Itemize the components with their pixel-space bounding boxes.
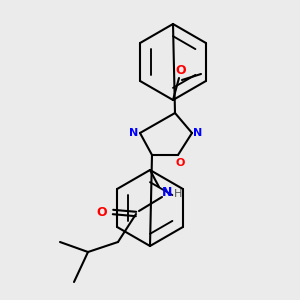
Text: H: H (174, 189, 182, 199)
Text: N: N (129, 128, 139, 138)
Text: O: O (175, 158, 185, 168)
Text: N: N (194, 128, 202, 138)
Text: N: N (162, 185, 172, 199)
Text: O: O (176, 64, 186, 77)
Text: O: O (97, 206, 107, 218)
